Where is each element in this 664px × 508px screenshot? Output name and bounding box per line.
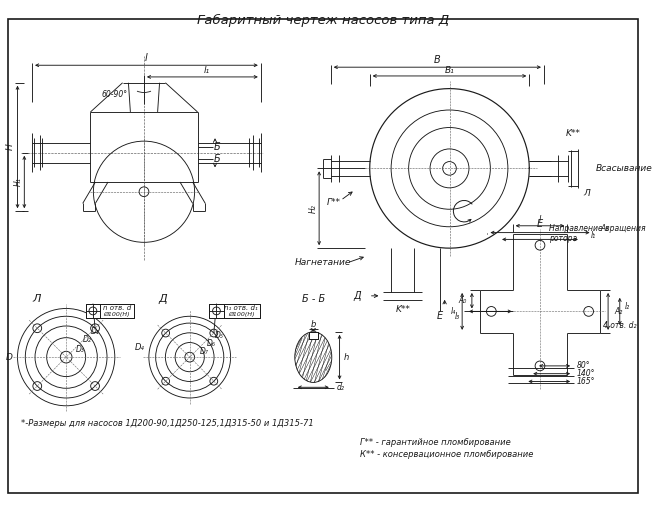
Bar — [100, 304, 134, 318]
Bar — [86, 304, 134, 318]
Text: Б - Б: Б - Б — [301, 294, 325, 304]
Ellipse shape — [295, 332, 332, 383]
Text: Нагнетание: Нагнетание — [295, 258, 351, 267]
Text: 60-90°: 60-90° — [102, 90, 128, 99]
Bar — [224, 304, 260, 318]
Text: D₂: D₂ — [83, 335, 92, 344]
Text: l: l — [539, 215, 541, 225]
Text: 165°: 165° — [577, 377, 596, 386]
Text: H: H — [6, 144, 15, 150]
Text: n отв. d: n отв. d — [103, 305, 131, 311]
Text: B₁: B₁ — [445, 66, 454, 75]
Text: Л: Л — [33, 294, 41, 304]
Text: E: E — [437, 311, 443, 321]
Text: l₄: l₄ — [451, 307, 456, 316]
Bar — [309, 332, 317, 339]
Text: 140°: 140° — [577, 369, 596, 378]
Text: E: E — [537, 219, 543, 229]
Text: b: b — [311, 320, 316, 329]
Bar — [209, 304, 260, 318]
Text: h: h — [344, 353, 349, 362]
Text: К** - консервационное пломбирование: К** - консервационное пломбирование — [360, 450, 533, 459]
Text: Б: Б — [214, 153, 220, 164]
Text: Г** - гарантийное пломбирование: Г** - гарантийное пломбирование — [360, 438, 511, 447]
Text: 4 отв. d₂: 4 отв. d₂ — [603, 322, 637, 331]
Bar — [86, 304, 100, 318]
Text: Д: Д — [158, 294, 167, 304]
Text: D₅: D₅ — [215, 331, 224, 340]
Text: K**: K** — [566, 129, 580, 138]
Text: Л: Л — [583, 189, 590, 198]
Text: Направление вращения
ротора: Направление вращения ротора — [548, 224, 645, 243]
Bar — [209, 304, 224, 318]
Bar — [309, 332, 317, 339]
Text: l₁: l₁ — [590, 231, 596, 240]
Text: K**: K** — [395, 305, 410, 314]
Text: Всасывание: Всасывание — [596, 164, 652, 173]
Text: B: B — [434, 55, 441, 66]
Text: H₂: H₂ — [309, 204, 318, 213]
Text: *-Размеры для насосов 1Д200-90,1Д250-125,1Д315-50 и 1Д315-71: *-Размеры для насосов 1Д200-90,1Д250-125… — [21, 419, 314, 428]
Text: n₁ отв. d₁: n₁ отв. d₁ — [224, 305, 258, 311]
Text: D₇: D₇ — [199, 347, 208, 356]
Text: Габаритный чертеж насосов типа Д: Габаритный чертеж насосов типа Д — [197, 14, 449, 27]
Text: A₂: A₂ — [614, 307, 622, 316]
Text: d₂: d₂ — [337, 383, 345, 392]
Text: H₁: H₁ — [14, 178, 23, 186]
Text: l: l — [145, 53, 148, 64]
Text: Д: Д — [353, 291, 361, 301]
Text: D₆: D₆ — [207, 339, 216, 348]
Text: D: D — [6, 353, 13, 362]
Text: D₁: D₁ — [90, 327, 100, 336]
Text: 80°: 80° — [577, 361, 590, 370]
Text: l₂: l₂ — [625, 302, 629, 311]
Text: Ø100(Н): Ø100(Н) — [104, 312, 130, 317]
Text: l₃: l₃ — [455, 312, 460, 321]
Text: A₀: A₀ — [459, 296, 467, 305]
Text: D₃: D₃ — [76, 345, 85, 354]
Text: Б: Б — [214, 142, 220, 152]
Text: D₄: D₄ — [135, 343, 145, 352]
Text: Г**: Г** — [327, 198, 341, 207]
Text: Ø100(Н): Ø100(Н) — [228, 312, 254, 317]
Text: A₁: A₁ — [600, 224, 609, 233]
Text: l₁: l₁ — [204, 66, 210, 75]
